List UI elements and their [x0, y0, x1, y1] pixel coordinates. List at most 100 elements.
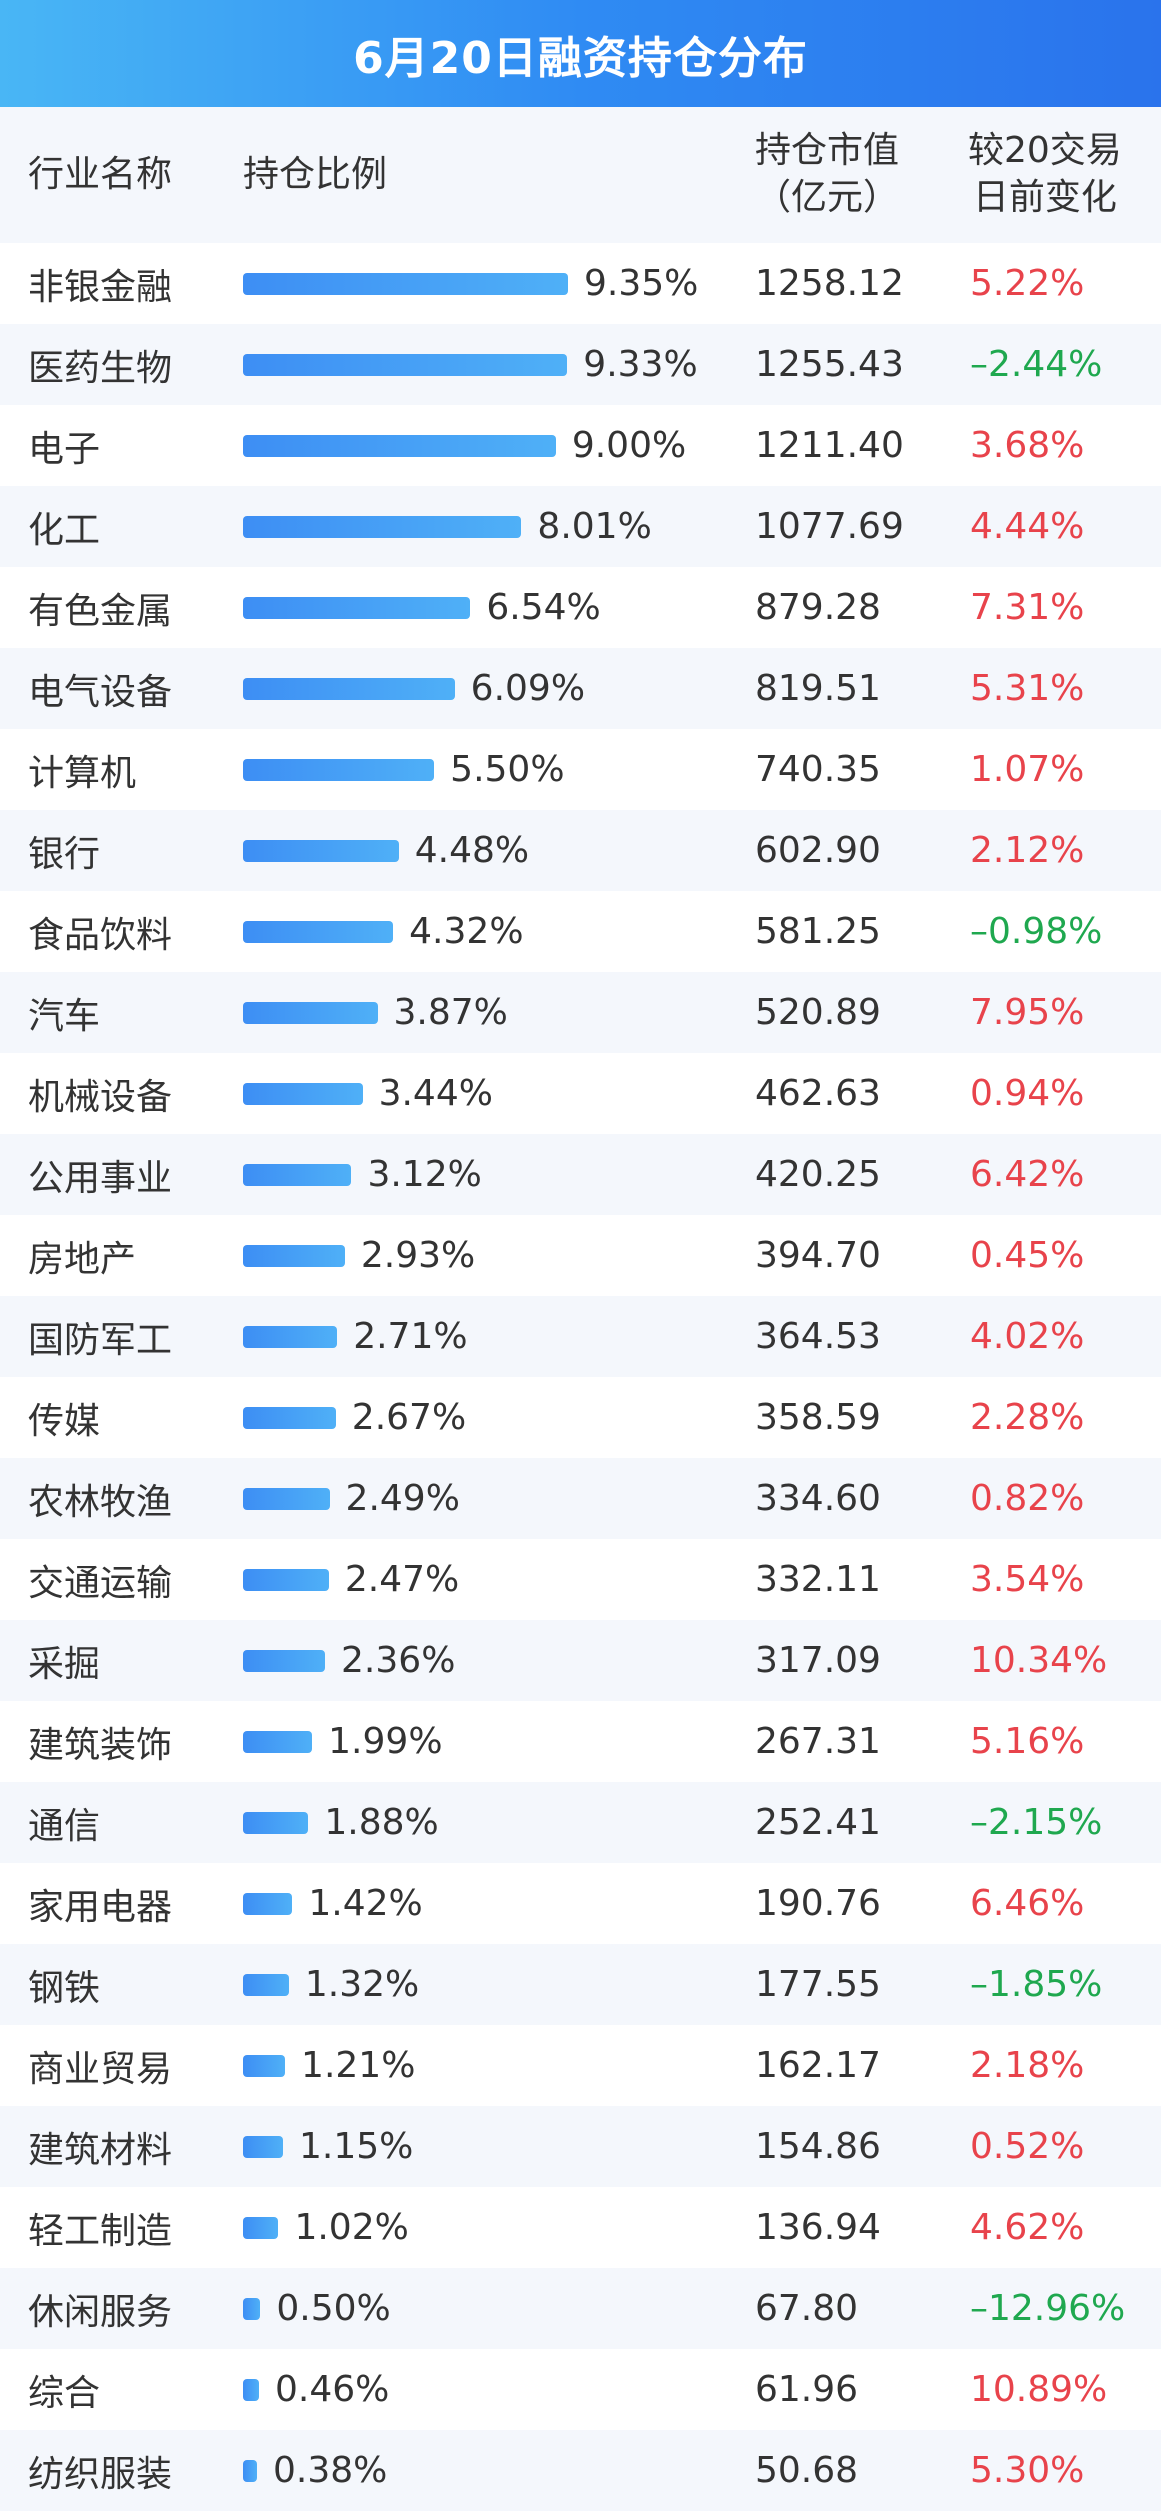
industry-name: 机械设备 [28, 1076, 173, 1118]
ratio-bar [243, 1568, 329, 1591]
header-value: 持仓市值 （亿元） [755, 130, 900, 218]
market-value: 136.94 [755, 2207, 881, 2248]
ratio-cell: 1.15% [243, 2106, 413, 2187]
ratio-cell: 1.32% [243, 1944, 419, 2025]
change-value: 7.95% [970, 992, 1085, 1033]
ratio-label: 5.50% [450, 749, 565, 790]
ratio-bar [243, 1244, 345, 1267]
change-value: 3.54% [970, 1559, 1085, 1600]
table-row: 银行 4.48% 602.90 2.12% [0, 810, 1161, 891]
ratio-cell: 3.12% [243, 1134, 482, 1215]
ratio-cell: 2.47% [243, 1539, 459, 1620]
market-value: 358.59 [755, 1397, 881, 1438]
ratio-label: 2.47% [344, 1559, 460, 1600]
ratio-label: 0.46% [274, 2369, 390, 2410]
market-value: 332.11 [755, 1559, 881, 1600]
change-value: 0.82% [970, 1478, 1085, 1519]
ratio-cell: 8.01% [243, 486, 652, 567]
table-row: 非银金融 9.35% 1258.12 5.22% [0, 243, 1161, 324]
change-value: –1.85% [970, 1964, 1103, 2005]
ratio-bar [243, 2054, 286, 2077]
market-value: 1077.69 [755, 506, 904, 547]
ratio-cell: 0.38% [243, 2430, 387, 2511]
industry-name: 传媒 [28, 1400, 101, 1442]
ratio-bar [243, 2378, 259, 2401]
ratio-label: 9.00% [571, 425, 687, 466]
ratio-bar [243, 596, 471, 619]
market-value: 61.96 [755, 2369, 859, 2410]
header-change: 较20交易 日前变化 [968, 130, 1122, 218]
ratio-bar [243, 677, 455, 700]
industry-name: 银行 [28, 833, 101, 875]
market-value: 602.90 [755, 830, 881, 871]
industry-name: 汽车 [28, 995, 101, 1037]
ratio-label: 0.38% [273, 2450, 388, 2491]
ratio-label: 4.32% [409, 911, 524, 952]
industry-name: 建筑装饰 [28, 1724, 173, 1766]
ratio-label: 1.99% [328, 1721, 443, 1762]
change-value: –2.44% [970, 344, 1103, 385]
change-value: 5.31% [970, 668, 1085, 709]
change-value: 1.07% [970, 749, 1085, 790]
industry-name: 纺织服装 [28, 2453, 173, 2495]
ratio-bar [243, 1163, 352, 1186]
ratio-cell: 5.50% [243, 729, 565, 810]
ratio-label: 6.09% [470, 668, 586, 709]
header-ratio: 持仓比例 [243, 153, 388, 195]
change-value: –12.96% [970, 2288, 1126, 2329]
ratio-cell: 3.44% [243, 1053, 493, 1134]
ratio-cell: 2.93% [243, 1215, 475, 1296]
change-value: 6.46% [970, 1883, 1085, 1924]
change-value: 2.12% [970, 830, 1085, 871]
table-row: 有色金属 6.54% 879.28 7.31% [0, 567, 1161, 648]
table-row: 钢铁 1.32% 177.55 –1.85% [0, 1944, 1161, 2025]
ratio-label: 1.02% [294, 2207, 409, 2248]
market-value: 819.51 [755, 668, 881, 709]
change-value: 4.02% [970, 1316, 1085, 1357]
table-row: 休闲服务 0.50% 67.80 –12.96% [0, 2268, 1161, 2349]
change-value: 5.22% [970, 263, 1085, 304]
table-header: 行业名称 持仓比例 持仓市值 （亿元） 较20交易 日前变化 [0, 107, 1161, 243]
ratio-cell: 2.67% [243, 1377, 466, 1458]
ratio-bar [243, 2297, 261, 2320]
ratio-bar [243, 758, 435, 781]
change-value: 4.62% [970, 2207, 1085, 2248]
ratio-label: 2.36% [341, 1640, 456, 1681]
ratio-cell: 0.50% [243, 2268, 391, 2349]
table-row: 公用事业 3.12% 420.25 6.42% [0, 1134, 1161, 1215]
market-value: 520.89 [755, 992, 881, 1033]
industry-name: 建筑材料 [28, 2129, 173, 2171]
ratio-label: 1.42% [308, 1883, 423, 1924]
change-value: 2.18% [970, 2045, 1085, 2086]
industry-name: 医药生物 [28, 347, 173, 389]
industry-name: 有色金属 [28, 590, 173, 632]
industry-name: 非银金融 [28, 266, 173, 308]
table-row: 交通运输 2.47% 332.11 3.54% [0, 1539, 1161, 1620]
ratio-label: 2.71% [353, 1316, 468, 1357]
ratio-bar [243, 920, 394, 943]
market-value: 177.55 [755, 1964, 881, 2005]
industry-name: 通信 [28, 1805, 101, 1847]
ratio-cell: 6.09% [243, 648, 585, 729]
ratio-cell: 9.33% [243, 324, 698, 405]
ratio-cell: 1.88% [243, 1782, 439, 1863]
ratio-bar [243, 1487, 330, 1510]
table-row: 国防军工 2.71% 364.53 4.02% [0, 1296, 1161, 1377]
ratio-bar [243, 1811, 309, 1834]
ratio-bar [243, 1973, 289, 1996]
ratio-bar [243, 353, 568, 376]
industry-name: 综合 [28, 2372, 101, 2414]
ratio-bar [243, 1001, 378, 1024]
market-value: 1211.40 [755, 425, 904, 466]
table-row: 纺织服装 0.38% 50.68 5.30% [0, 2430, 1161, 2511]
market-value: 154.86 [755, 2126, 881, 2167]
change-value: 10.89% [970, 2369, 1108, 2410]
table-row: 农林牧渔 2.49% 334.60 0.82% [0, 1458, 1161, 1539]
industry-name: 电气设备 [28, 671, 173, 713]
ratio-label: 1.88% [324, 1802, 439, 1843]
header-name: 行业名称 [28, 153, 173, 195]
ratio-cell: 9.35% [243, 243, 698, 324]
ratio-label: 3.44% [378, 1073, 493, 1114]
table-row: 传媒 2.67% 358.59 2.28% [0, 1377, 1161, 1458]
